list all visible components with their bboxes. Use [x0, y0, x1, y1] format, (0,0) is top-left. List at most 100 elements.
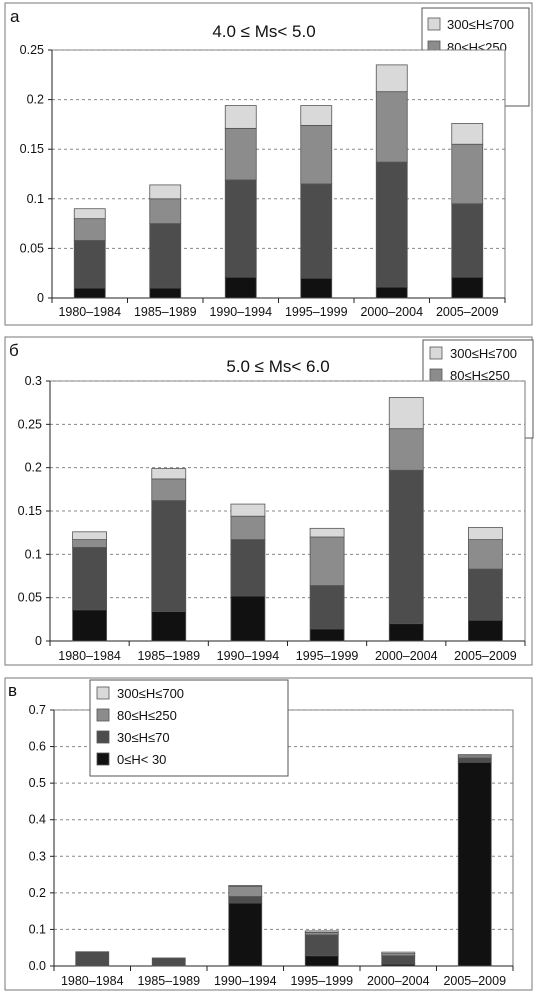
- x-tick-label: 2005–2009: [436, 305, 499, 319]
- legend-label-80-250: 80≤H≤250: [450, 368, 510, 383]
- y-tick-label: 0.25: [18, 417, 42, 431]
- bar-segment-300-700: [451, 123, 484, 145]
- bar-segment-0-30: [300, 277, 333, 299]
- bar-segment-80-250: [309, 536, 345, 586]
- y-tick-label: 0.3: [25, 374, 42, 388]
- bar-segment-300-700: [300, 105, 333, 126]
- plot-background: [51, 49, 506, 299]
- panel-letter: б: [9, 341, 19, 360]
- x-tick-label: 1995–1999: [285, 305, 348, 319]
- legend-label-80-250: 80≤H≤250: [117, 708, 177, 723]
- bar-segment-30-70: [457, 757, 492, 763]
- legend-label-300-700: 300≤H≤700: [447, 17, 514, 32]
- bar-segment-30-70: [304, 934, 339, 957]
- bar-segment-80-250: [228, 885, 263, 897]
- legend-swatch-80-250: [96, 708, 110, 722]
- x-tick-label: 2005–2009: [443, 974, 506, 988]
- y-tick-label: 0.15: [20, 142, 44, 156]
- bar-segment-300-700: [224, 105, 257, 129]
- bar-segment-0-30: [304, 955, 339, 967]
- bar-segment-80-250: [72, 539, 107, 548]
- legend: 300≤H≤700 80≤H≤250 30≤H≤70 0≤H< 30: [89, 679, 289, 777]
- bar-segment-30-70: [388, 469, 424, 625]
- y-tick-label: 0.1: [29, 922, 46, 936]
- legend-swatch-300-700: [427, 17, 441, 31]
- bar-segment-300-700: [73, 208, 106, 220]
- bar-segment-80-250: [224, 127, 257, 181]
- x-tick-label: 1990–1994: [209, 305, 272, 319]
- bar-segment-300-700: [381, 951, 416, 954]
- bar-segment-80-250: [73, 218, 106, 241]
- bar-segment-30-70: [468, 568, 503, 621]
- y-tick-label: 0.3: [29, 849, 46, 863]
- bar-segment-30-70: [451, 203, 484, 278]
- x-tick-label: 1985–1989: [137, 649, 200, 663]
- y-tick-label: 0.05: [18, 591, 42, 605]
- bar-segment-0-30: [228, 902, 263, 967]
- legend-label-300-700: 300≤H≤700: [450, 346, 517, 361]
- legend-swatch-300-700: [429, 346, 443, 360]
- y-tick-label: 0: [37, 291, 44, 305]
- x-tick-label: 1990–1994: [214, 974, 277, 988]
- bar-segment-0-30: [224, 276, 257, 299]
- chart-panel-b: б 5.0 ≤ Ms< 6.0 300≤H≤700 80≤H≤250 30≤H≤…: [4, 336, 534, 666]
- bar-segment-80-250: [451, 143, 484, 205]
- bar-segment-30-70: [72, 547, 107, 611]
- panel-letter: а: [10, 7, 20, 26]
- x-tick-label: 1985–1989: [134, 305, 197, 319]
- bar-segment-80-250: [375, 91, 408, 163]
- y-tick-label: 0.2: [29, 886, 46, 900]
- plot-area: 0 0.05 0.1 0.15 0.2 0.25 0.3 1980–1984 1985–1989…: [18, 374, 526, 663]
- plot-area: 0 0.05 0.1 0.15 0.2 0.25 1980–1984 1985–1989 199…: [20, 43, 506, 319]
- x-tick-label: 1985–1989: [137, 974, 200, 988]
- y-tick-label: 0.1: [27, 192, 44, 206]
- x-tick-label: 2000–2004: [367, 974, 430, 988]
- bar-segment-0-30: [451, 276, 484, 299]
- bar-segment-0-30: [72, 609, 107, 642]
- bar-segment-300-700: [388, 397, 424, 430]
- panel-letter: в: [8, 681, 17, 700]
- legend-label-0-30: 0≤H< 30: [117, 752, 166, 767]
- y-tick-label: 0.4: [29, 813, 46, 827]
- bar-segment-0-30: [149, 287, 182, 299]
- bar-segment-30-70: [151, 500, 187, 612]
- bar-segment-0-30: [230, 595, 266, 642]
- bar-segment-300-700: [72, 531, 107, 540]
- bar-segment-30-70: [300, 183, 333, 279]
- bar-segment-80-250: [149, 198, 182, 225]
- y-tick-label: 0.5: [29, 776, 46, 790]
- bar-segment-30-70: [224, 179, 257, 278]
- y-tick-label: 0.1: [25, 547, 42, 561]
- bar-segment-300-700: [304, 930, 339, 933]
- bar-segment-300-700: [375, 64, 408, 93]
- bar-segment-80-250: [300, 124, 333, 185]
- legend-label-300-700: 300≤H≤700: [117, 686, 184, 701]
- legend-label-30-70: 30≤H≤70: [117, 730, 170, 745]
- bar-segment-80-250: [388, 428, 424, 471]
- y-tick-label: 0: [35, 634, 42, 648]
- bar-segment-30-70: [151, 957, 186, 967]
- legend-box: [89, 679, 289, 777]
- chart-panel-a: а 4.0 ≤ Ms< 5.0 300≤H≤700 80≤H≤250 30≤H≤…: [4, 2, 533, 326]
- legend-swatch-80-250: [429, 368, 443, 382]
- y-tick-label: 0.05: [20, 241, 44, 255]
- bar-segment-300-700: [230, 503, 266, 517]
- x-tick-label: 1990–1994: [217, 649, 280, 663]
- x-tick-label: 2000–2004: [360, 305, 423, 319]
- x-tick-label: 2005–2009: [454, 649, 517, 663]
- bar-segment-0-30: [388, 623, 424, 642]
- x-tick-label: 1995–1999: [290, 974, 353, 988]
- bar-segment-300-700: [309, 527, 345, 538]
- y-tick-label: 0.2: [27, 93, 44, 107]
- bar-segment-30-70: [75, 951, 110, 967]
- legend-swatch-0-30: [96, 752, 110, 766]
- y-tick-label: 0.6: [29, 740, 46, 754]
- bar-segment-0-30: [468, 619, 503, 642]
- bar-segment-80-250: [151, 478, 187, 501]
- x-tick-label: 1980–1984: [58, 649, 121, 663]
- bar-segment-30-70: [73, 240, 106, 289]
- chart-title: 4.0 ≤ Ms< 5.0: [212, 22, 315, 41]
- x-tick-label: 1995–1999: [296, 649, 359, 663]
- y-tick-label: 0.15: [18, 504, 42, 518]
- bar-segment-30-70: [149, 223, 182, 289]
